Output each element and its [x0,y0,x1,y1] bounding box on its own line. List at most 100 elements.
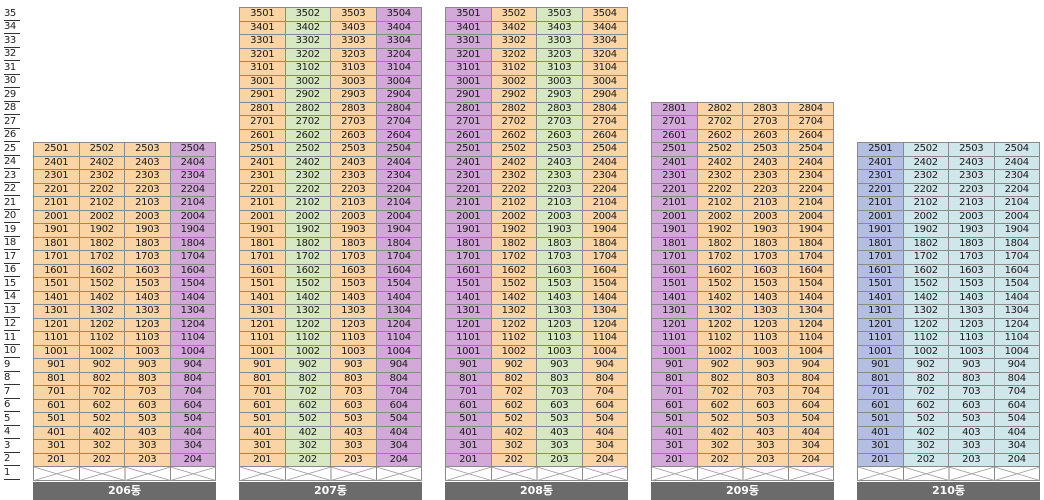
unit-cell: 2004 [375,209,422,224]
unit-cell: 2304 [993,169,1040,184]
unit-cell: 302 [696,439,743,454]
unit-cell: 1504 [375,277,422,292]
unit-cell: 503 [124,412,171,427]
unit-cell: 501 [857,412,904,427]
unit-cell: 1101 [651,331,698,346]
unit-cell: 2703 [330,115,377,130]
floor-label: 7 [4,386,20,399]
unit-cell: 201 [33,452,80,467]
unit-cell: 403 [330,425,377,440]
unit-cell: 602 [696,398,743,413]
unit-cell: 701 [445,385,492,400]
unit-cell: 1803 [536,236,583,251]
unit-cell: 1701 [857,250,904,265]
unit-cell: 802 [490,371,537,386]
unit-cell: 803 [330,371,377,386]
unit-cell: 703 [536,385,583,400]
unit-cell: 1404 [581,290,628,305]
unit-cell: 1101 [857,331,904,346]
unit-cell: 701 [239,385,286,400]
unit-cell: 2602 [490,128,537,143]
unit-cell: 1202 [78,317,125,332]
unit-cell: 2504 [375,142,422,157]
unit-cell: 2502 [902,142,949,157]
unit-cell: 401 [651,425,698,440]
unit-cell: 302 [902,439,949,454]
unit-cell: 2402 [696,155,743,170]
unit-cell: 1301 [857,304,904,319]
unit-cell: 502 [902,412,949,427]
unit-cell: 2502 [490,142,537,157]
unit-cell: 601 [651,398,698,413]
floor-label: 16 [4,264,20,277]
unit-cell: 601 [445,398,492,413]
unit-cell: 704 [581,385,628,400]
unit-cell: 1904 [169,223,216,238]
unit-cell: 1802 [284,236,331,251]
floor-label: 5 [4,413,20,426]
unit-cell: 2102 [696,196,743,211]
unit-cell: 802 [284,371,331,386]
unit-cell: 1902 [490,223,537,238]
unit-cell: 2103 [742,196,789,211]
unit-cell: 203 [742,452,789,467]
unit-cell: 2701 [651,115,698,130]
unit-cell: 804 [787,371,834,386]
unit-cell: 2202 [490,182,537,197]
unit-cell: 1602 [78,263,125,278]
floor-label: 22 [4,183,20,196]
unit-cell: 901 [857,358,904,373]
unit-cell: 501 [445,412,492,427]
unit-cell: 2302 [284,169,331,184]
unit-cell: 1801 [651,236,698,251]
unit-cell: 1303 [536,304,583,319]
unit-cell: 2602 [284,128,331,143]
pilotis-cross-line [491,467,538,481]
unit-cell: 1502 [696,277,743,292]
unit-cell: 1201 [651,317,698,332]
unit-cell: 1601 [33,263,80,278]
unit-cell: 304 [787,439,834,454]
unit-cell: 1904 [787,223,834,238]
unit-cell: 3301 [445,34,492,49]
unit-cell: 1203 [124,317,171,332]
unit-cell: 1001 [33,344,80,359]
unit-cell: 801 [445,371,492,386]
unit-cell: 1402 [490,290,537,305]
unit-cell: 501 [239,412,286,427]
unit-cell: 503 [742,412,789,427]
unit-cell: 202 [78,452,125,467]
pilotis-cross-pattern [240,467,422,481]
unit-cell: 1901 [651,223,698,238]
unit-cell: 2003 [948,209,995,224]
unit-cell: 2401 [445,155,492,170]
unit-cell: 2404 [169,155,216,170]
unit-cell: 404 [787,425,834,440]
unit-cell: 1801 [33,236,80,251]
floor-label: 33 [4,35,20,48]
unit-cell: 1504 [787,277,834,292]
unit-cell: 1502 [78,277,125,292]
floor-label: 4 [4,426,20,439]
unit-cell: 401 [857,425,904,440]
unit-cell: 1301 [651,304,698,319]
unit-cell: 2501 [857,142,904,157]
building-name-label: 206동 [33,481,216,500]
floor-label: 12 [4,318,20,331]
pilotis-cross-line [34,467,80,481]
unit-cell: 802 [696,371,743,386]
unit-cell: 1903 [124,223,171,238]
unit-cell: 502 [78,412,125,427]
unit-cell: 603 [742,398,789,413]
unit-cell: 1304 [993,304,1040,319]
unit-cell: 1002 [490,344,537,359]
unit-cell: 1803 [330,236,377,251]
unit-cell: 1501 [239,277,286,292]
unit-cell: 2103 [330,196,377,211]
unit-cell: 2803 [330,101,377,116]
unit-cell: 2503 [948,142,995,157]
unit-cell: 3101 [445,61,492,76]
unit-cell: 303 [124,439,171,454]
unit-cell: 703 [948,385,995,400]
unit-cell: 1503 [742,277,789,292]
